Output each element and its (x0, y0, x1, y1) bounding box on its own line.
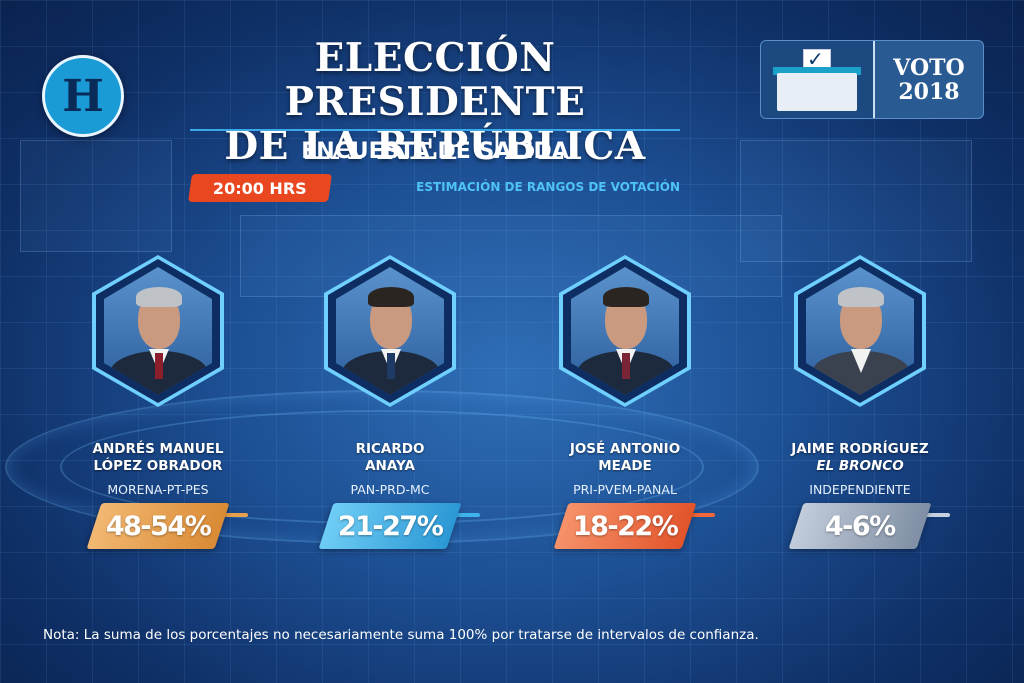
candidate-name-line-2: LÓPEZ OBRADOR (93, 458, 223, 474)
candidate-name-line-1: ANDRÉS MANUEL (92, 441, 224, 457)
title-line-1: ELECCIÓN PRESIDENTE (284, 35, 586, 125)
candidate-name: ANDRÉS MANUEL LÓPEZ OBRADOR (68, 441, 248, 475)
badge-divider (873, 41, 875, 118)
time-badge: 20:00 HRS (188, 174, 332, 202)
candidate-photo-frame (92, 255, 224, 407)
candidate-photo-frame (324, 255, 456, 407)
candidate-name: RICARDO ANAYA (300, 441, 480, 475)
candidate-name-line-2: ANAYA (365, 458, 415, 474)
candidate-party: INDEPENDIENTE (809, 482, 911, 497)
voto-line-1: VOTO (893, 54, 965, 81)
candidate-name-line-1: RICARDO (355, 441, 425, 457)
candidate-name-line-1: JAIME RODRÍGUEZ (791, 441, 929, 457)
estimation-label: ESTIMACIÓN DE RANGOS DE VOTACIÓN (416, 180, 680, 194)
candidate-party: PRI-PVEM-PANAL (573, 482, 677, 497)
vote-range-value: 4-6% (825, 510, 895, 542)
page-title: ELECCIÓN PRESIDENTE DE LA REPÚBLICA (180, 36, 690, 168)
title-line-2: DE LA REPÚBLICA (224, 123, 646, 169)
candidate-photo-frame (559, 255, 691, 407)
vote-range-value: 18-22% (572, 510, 678, 542)
time-label: 20:00 HRS (213, 178, 307, 198)
candidate-party: PAN-PRD-MC (350, 482, 430, 497)
background-panel (20, 140, 172, 252)
voto-text: VOTO 2018 (875, 41, 983, 118)
title-divider (190, 129, 680, 131)
candidate-party: MORENA-PT-PES (107, 482, 209, 497)
vote-range-value: 21-27% (337, 510, 443, 542)
ballot-box-icon: ✓ (761, 41, 873, 118)
vote-range-badge: 18-22% (553, 503, 697, 549)
subtitle: ENCUESTA DE SALIDA (301, 139, 569, 164)
candidate-name-line-2: MEADE (598, 458, 652, 474)
background-panel (740, 140, 972, 262)
background-panel (240, 215, 782, 297)
candidate-name-line-1: JOSÉ ANTONIO (569, 441, 681, 457)
check-icon: ✓ (807, 47, 824, 71)
vote-range-badge: 21-27% (318, 503, 462, 549)
candidate-name: JAIME RODRÍGUEZ EL BRONCO (770, 441, 950, 475)
ballot-box-body (777, 73, 857, 111)
footnote: Nota: La suma de los porcentajes no nece… (43, 627, 759, 643)
vote-range-badge: 4-6% (788, 503, 932, 549)
logo-letter: H (62, 70, 104, 122)
vote-range-value: 48-54% (105, 510, 211, 542)
candidate-name: JOSÉ ANTONIO MEADE (535, 441, 715, 475)
herald-logo: H (42, 55, 124, 137)
voto-2018-badge: ✓ VOTO 2018 (760, 40, 984, 119)
voto-line-2: 2018 (898, 78, 960, 105)
vote-range-badge: 48-54% (86, 503, 230, 549)
ballot-box-lid (773, 67, 861, 75)
candidate-name-line-2: EL BRONCO (816, 458, 904, 474)
candidate-photo-frame (794, 255, 926, 407)
